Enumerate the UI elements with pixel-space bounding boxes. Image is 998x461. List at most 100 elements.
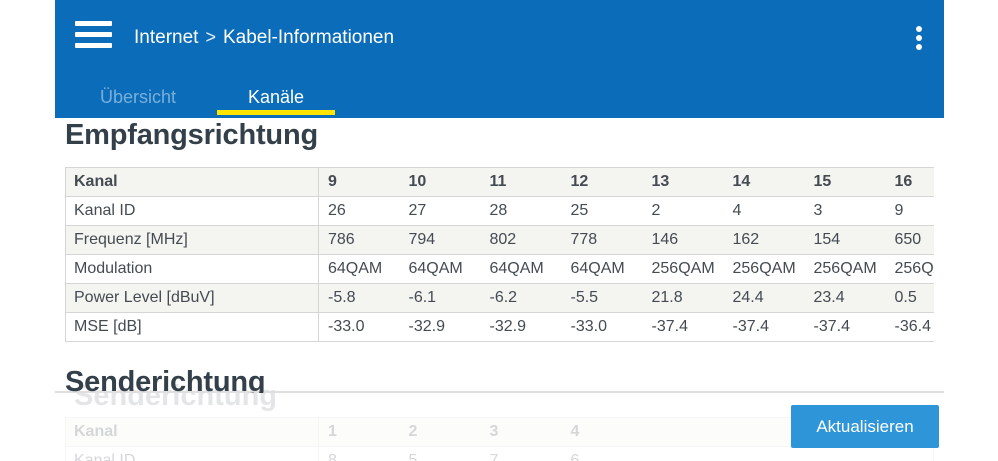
column-header: 2: [408, 423, 418, 440]
table-cell: -37.4: [804, 312, 886, 342]
table-row: MSE [dB] -33.0 -32.9 -32.9 -33.0 -37.4 -…: [65, 312, 934, 342]
table-cell: 794: [399, 225, 481, 255]
section-title-empfangsrichtung: Empfangsrichtung: [65, 119, 318, 151]
table-cell: 256QAM: [885, 254, 934, 284]
sende-table-scroll[interactable]: Kanal 1 2 3 4 Kanal ID 8 5 7 6: [65, 417, 934, 461]
table-cell: 256QAM: [723, 254, 805, 284]
table-cell: -33.0: [561, 312, 643, 342]
table-cell: -37.4: [723, 312, 805, 342]
breadcrumb: Internet > Kabel-Informationen: [134, 25, 394, 50]
table-cell: -33.0: [318, 312, 400, 342]
table-row: Power Level [dBuV] -5.8 -6.1 -6.2 -5.5 2…: [65, 283, 934, 313]
table-cell: 24.4: [723, 283, 805, 313]
column-header: 3: [489, 423, 499, 440]
table-cell: 162: [723, 225, 805, 255]
table-cell: -32.9: [399, 312, 481, 342]
table-cell: 27: [399, 196, 481, 226]
table-row: Kanal ID 26 27 28 25 2 4 3 9: [65, 196, 934, 226]
table-cell: 64QAM: [318, 254, 400, 284]
table-cell: 778: [561, 225, 643, 255]
menu-icon-bar: [75, 32, 112, 37]
table-cell: -36.4: [885, 312, 934, 342]
table-cell: 7: [480, 446, 562, 461]
row-label: MSE [dB]: [65, 312, 319, 342]
table-row: Frequenz [MHz] 786 794 802 778 146 162 1…: [65, 225, 934, 255]
table-cell: 4: [723, 196, 805, 226]
table-cell: 256QAM: [804, 254, 886, 284]
corner-header: Kanal: [65, 417, 319, 447]
empfang-table-scroll[interactable]: Kanal 9 10 11 12 13 14 15 16 Kanal ID 26…: [65, 167, 934, 345]
breadcrumb-section[interactable]: Internet: [134, 27, 199, 48]
table-cell: 786: [318, 225, 400, 255]
tab-kanaele[interactable]: Kanäle: [247, 87, 305, 107]
section-title-senderichtung: Senderichtung: [65, 366, 265, 393]
active-tab-indicator: [217, 110, 335, 115]
table-cell: 6: [561, 446, 643, 461]
table-cell: 26: [318, 196, 400, 226]
table-cell: -5.5: [561, 283, 643, 313]
column-header: 4: [570, 423, 580, 440]
table-cell: -32.9: [480, 312, 562, 342]
table-cell: 650: [885, 225, 934, 255]
table-cell: 5: [399, 446, 481, 461]
table-cell: 256QAM: [642, 254, 724, 284]
row-label: Power Level [dBuV]: [65, 283, 319, 313]
section-title-senderichtung-text: Senderichtung: [65, 366, 266, 393]
row-label: Kanal ID: [65, 196, 319, 226]
senderichtung-ghost-text: Senderichtung: [74, 380, 278, 412]
table-cell: 3: [804, 196, 886, 226]
row-label: Modulation: [65, 254, 319, 284]
table-cell: 28: [480, 196, 562, 226]
table-cell: 8: [318, 446, 400, 461]
table-header-row: Kanal 1 2 3 4: [65, 417, 934, 447]
overflow-menu-dot: [916, 44, 922, 50]
overflow-menu-icon[interactable]: [916, 26, 924, 53]
table-cell-filler: [642, 446, 934, 461]
table-cell: -37.4: [642, 312, 724, 342]
table-cell: 64QAM: [399, 254, 481, 284]
table-cell: -5.8: [318, 283, 400, 313]
table-row: Modulation 64QAM 64QAM 64QAM 64QAM 256QA…: [65, 254, 934, 284]
sende-table: Kanal 1 2 3 4 Kanal ID 8 5 7 6: [65, 417, 934, 461]
table-cell: -6.1: [399, 283, 481, 313]
table-cell: 21.8: [642, 283, 724, 313]
column-header: 9: [328, 173, 337, 190]
section-divider: [55, 391, 944, 393]
table-cell: 146: [642, 225, 724, 255]
column-header: 13: [651, 173, 670, 190]
column-header: 11: [489, 173, 507, 190]
breadcrumb-page: Kabel-Informationen: [222, 27, 395, 48]
app-header: Internet > Kabel-Informationen Übersicht K…: [55, 0, 944, 118]
table-cell: 23.4: [804, 283, 886, 313]
column-header: 16: [894, 173, 913, 190]
empfang-table: Kanal 9 10 11 12 13 14 15 16 Kanal ID 26…: [65, 167, 934, 342]
breadcrumb-separator-icon: >: [205, 27, 216, 47]
row-label: Frequenz [MHz]: [65, 225, 319, 255]
table-row: Kanal ID 8 5 7 6: [65, 446, 934, 461]
table-cell: 0.5: [885, 283, 934, 313]
row-label: Kanal ID: [65, 446, 319, 461]
menu-icon-bar: [75, 43, 112, 48]
table-cell: 25: [561, 196, 643, 226]
column-header: 12: [570, 173, 589, 190]
overflow-menu-dot: [916, 35, 922, 41]
table-cell: 2: [642, 196, 724, 226]
overflow-menu-dot: [916, 26, 922, 32]
menu-icon[interactable]: [75, 21, 112, 49]
column-header: 14: [732, 173, 751, 190]
tab-bar: Übersicht Kanäle: [55, 70, 944, 118]
table-cell: 64QAM: [480, 254, 562, 284]
table-cell: 802: [480, 225, 562, 255]
menu-icon-bar: [75, 21, 112, 26]
table-cell: -6.2: [480, 283, 562, 313]
table-cell: 64QAM: [561, 254, 643, 284]
column-header: 10: [408, 173, 427, 190]
refresh-button[interactable]: Aktualisieren: [791, 405, 939, 448]
tab-uebersicht[interactable]: Übersicht: [99, 87, 177, 107]
table-cell: 154: [804, 225, 886, 255]
corner-header: Kanal: [65, 167, 319, 197]
column-header: 15: [813, 173, 832, 190]
table-cell: 9: [885, 196, 934, 226]
column-header: 1: [328, 423, 337, 440]
